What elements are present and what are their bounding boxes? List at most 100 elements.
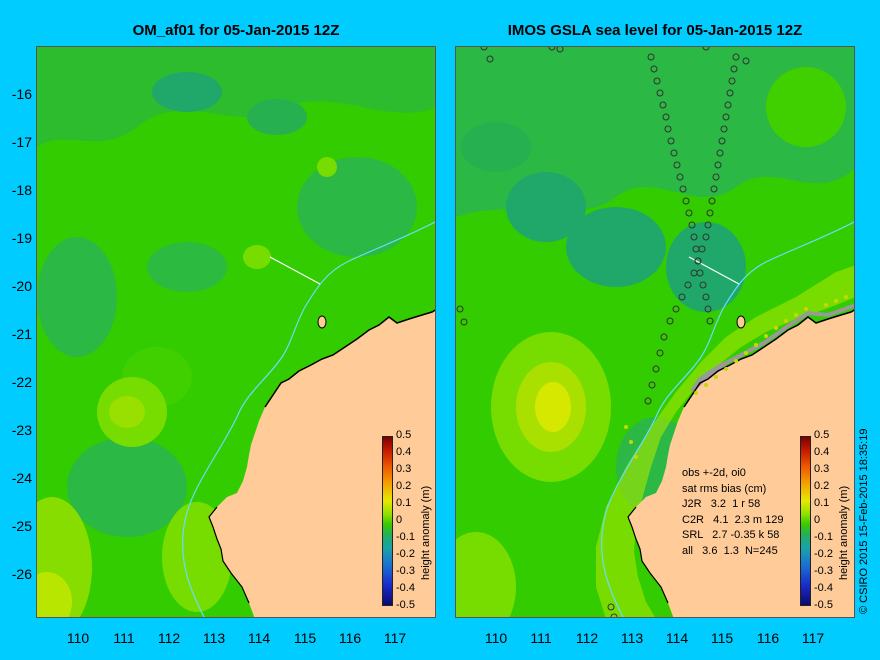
anomaly-high (109, 396, 145, 428)
colorbar-tick: -0.2 (814, 548, 833, 560)
coastline (683, 309, 854, 408)
x-tick-right: 112 (575, 630, 599, 646)
y-tick: -22 (11, 374, 32, 390)
anomaly-patch (461, 122, 531, 172)
stats-box: obs +-2d, oi0 sat rms bias (cm) J2R 3.2 1 … (682, 466, 784, 559)
anomaly-patch (561, 77, 651, 137)
colorbar-tick: -0.5 (814, 599, 833, 611)
colorbar-tick: 0.3 (814, 463, 830, 475)
left-map-svg (37, 47, 435, 617)
x-tick-right: 113 (620, 630, 644, 646)
land-mass (628, 310, 854, 617)
coastline (208, 506, 250, 604)
x-tick-left: 115 (293, 630, 317, 646)
island (736, 315, 746, 329)
anomaly-patch (297, 157, 417, 257)
colorbar-title: height anomaly (m) (838, 485, 850, 580)
x-tick-left: 112 (157, 630, 181, 646)
colorbar-tick: 0.2 (396, 480, 412, 492)
stats-line: C2R 4.1 2.3 m 129 (682, 513, 784, 526)
y-tick: -17 (11, 134, 32, 150)
satellite-track-small (624, 295, 848, 459)
x-tick-right: 117 (801, 630, 825, 646)
satellite-track-c2r (644, 53, 740, 405)
x-tick-left: 116 (338, 630, 362, 646)
x-tick-left: 117 (383, 630, 407, 646)
colorbar-tick: -0.1 (814, 531, 833, 543)
isobath-line (182, 221, 435, 617)
x-tick-left: 113 (202, 630, 226, 646)
anomaly-patch (147, 242, 227, 292)
island (317, 315, 327, 329)
colorbar-tick: -0.3 (814, 565, 833, 577)
copyright-text: © CSIRO 2015 15-Feb-2015 18:35:19 (858, 428, 870, 614)
x-tick-right: 116 (756, 630, 780, 646)
colorbar-right (800, 436, 811, 606)
colorbar-tick: 0.5 (814, 429, 830, 441)
satellite-track-srl (456, 47, 750, 617)
coastline (264, 309, 435, 408)
anomaly-high (535, 382, 571, 432)
y-tick: -21 (11, 326, 32, 342)
x-tick-right: 114 (665, 630, 689, 646)
colorbar-tick: -0.2 (396, 548, 415, 560)
colorbar-tick: 0.2 (814, 480, 830, 492)
anomaly-patch (666, 222, 746, 312)
stats-line: obs +-2d, oi0 (682, 467, 746, 479)
anomaly-patch (67, 437, 187, 537)
left-map (36, 46, 436, 618)
y-tick: -19 (11, 230, 32, 246)
stats-line: all 3.6 1.3 N=245 (682, 544, 778, 557)
transect-line (688, 256, 740, 285)
colorbar-tick: 0.1 (396, 497, 412, 509)
colorbar-tick: -0.3 (396, 565, 415, 577)
coastline (627, 506, 669, 604)
colorbar-tick: -0.4 (814, 582, 833, 594)
colorbar-tick: -0.5 (396, 599, 415, 611)
colorbar-tick: 0.4 (814, 446, 830, 458)
colorbar-tick: -0.1 (396, 531, 415, 543)
y-tick: -18 (11, 182, 32, 198)
colorbar-tick: -0.4 (396, 582, 415, 594)
colorbar-tick: 0.3 (396, 463, 412, 475)
y-tick: -20 (11, 278, 32, 294)
colorbar-tick: 0.5 (396, 429, 412, 441)
y-tick: -25 (11, 518, 32, 534)
anomaly-patch (506, 172, 586, 242)
land-mass (209, 310, 435, 617)
anomaly-patch (566, 207, 666, 287)
right-map-svg (456, 47, 854, 617)
stats-line: J2R 3.2 1 r 58 (682, 498, 761, 510)
x-tick-left: 111 (113, 630, 135, 646)
anomaly-patch (37, 47, 435, 147)
colorbar-tick: 0.1 (814, 497, 830, 509)
anomaly-high (456, 532, 516, 617)
x-tick-left: 110 (66, 630, 90, 646)
colorbar-tick: 0 (814, 514, 821, 526)
y-tick: -24 (11, 470, 32, 486)
coastal-band (596, 265, 854, 617)
anomaly-patch (152, 72, 222, 112)
x-tick-right: 111 (530, 630, 552, 646)
anomaly-patch (37, 237, 117, 357)
anomaly-high (243, 245, 271, 269)
colorbar-tick: 0.4 (396, 446, 412, 458)
shore-gray (690, 303, 854, 393)
x-tick-right: 115 (710, 630, 734, 646)
right-panel-title: IMOS GSLA sea level for 05-Jan-2015 12Z (507, 22, 803, 39)
y-tick: -23 (11, 422, 32, 438)
anomaly-patch (766, 67, 846, 147)
anomaly-patch (247, 99, 307, 135)
right-map (455, 46, 855, 618)
x-tick-right: 110 (484, 630, 508, 646)
colorbar-tick: 0 (396, 514, 403, 526)
stats-line: sat rms bias (cm) (682, 482, 767, 495)
transect-line (269, 256, 321, 285)
anomaly-high (317, 157, 337, 177)
isobath-line (601, 221, 854, 617)
x-tick-left: 114 (247, 630, 271, 646)
left-panel-title: OM_af01 for 05-Jan-2015 12Z (132, 22, 340, 39)
colorbar-left (382, 436, 393, 606)
y-tick: -26 (11, 566, 32, 582)
y-tick: -16 (11, 86, 32, 102)
